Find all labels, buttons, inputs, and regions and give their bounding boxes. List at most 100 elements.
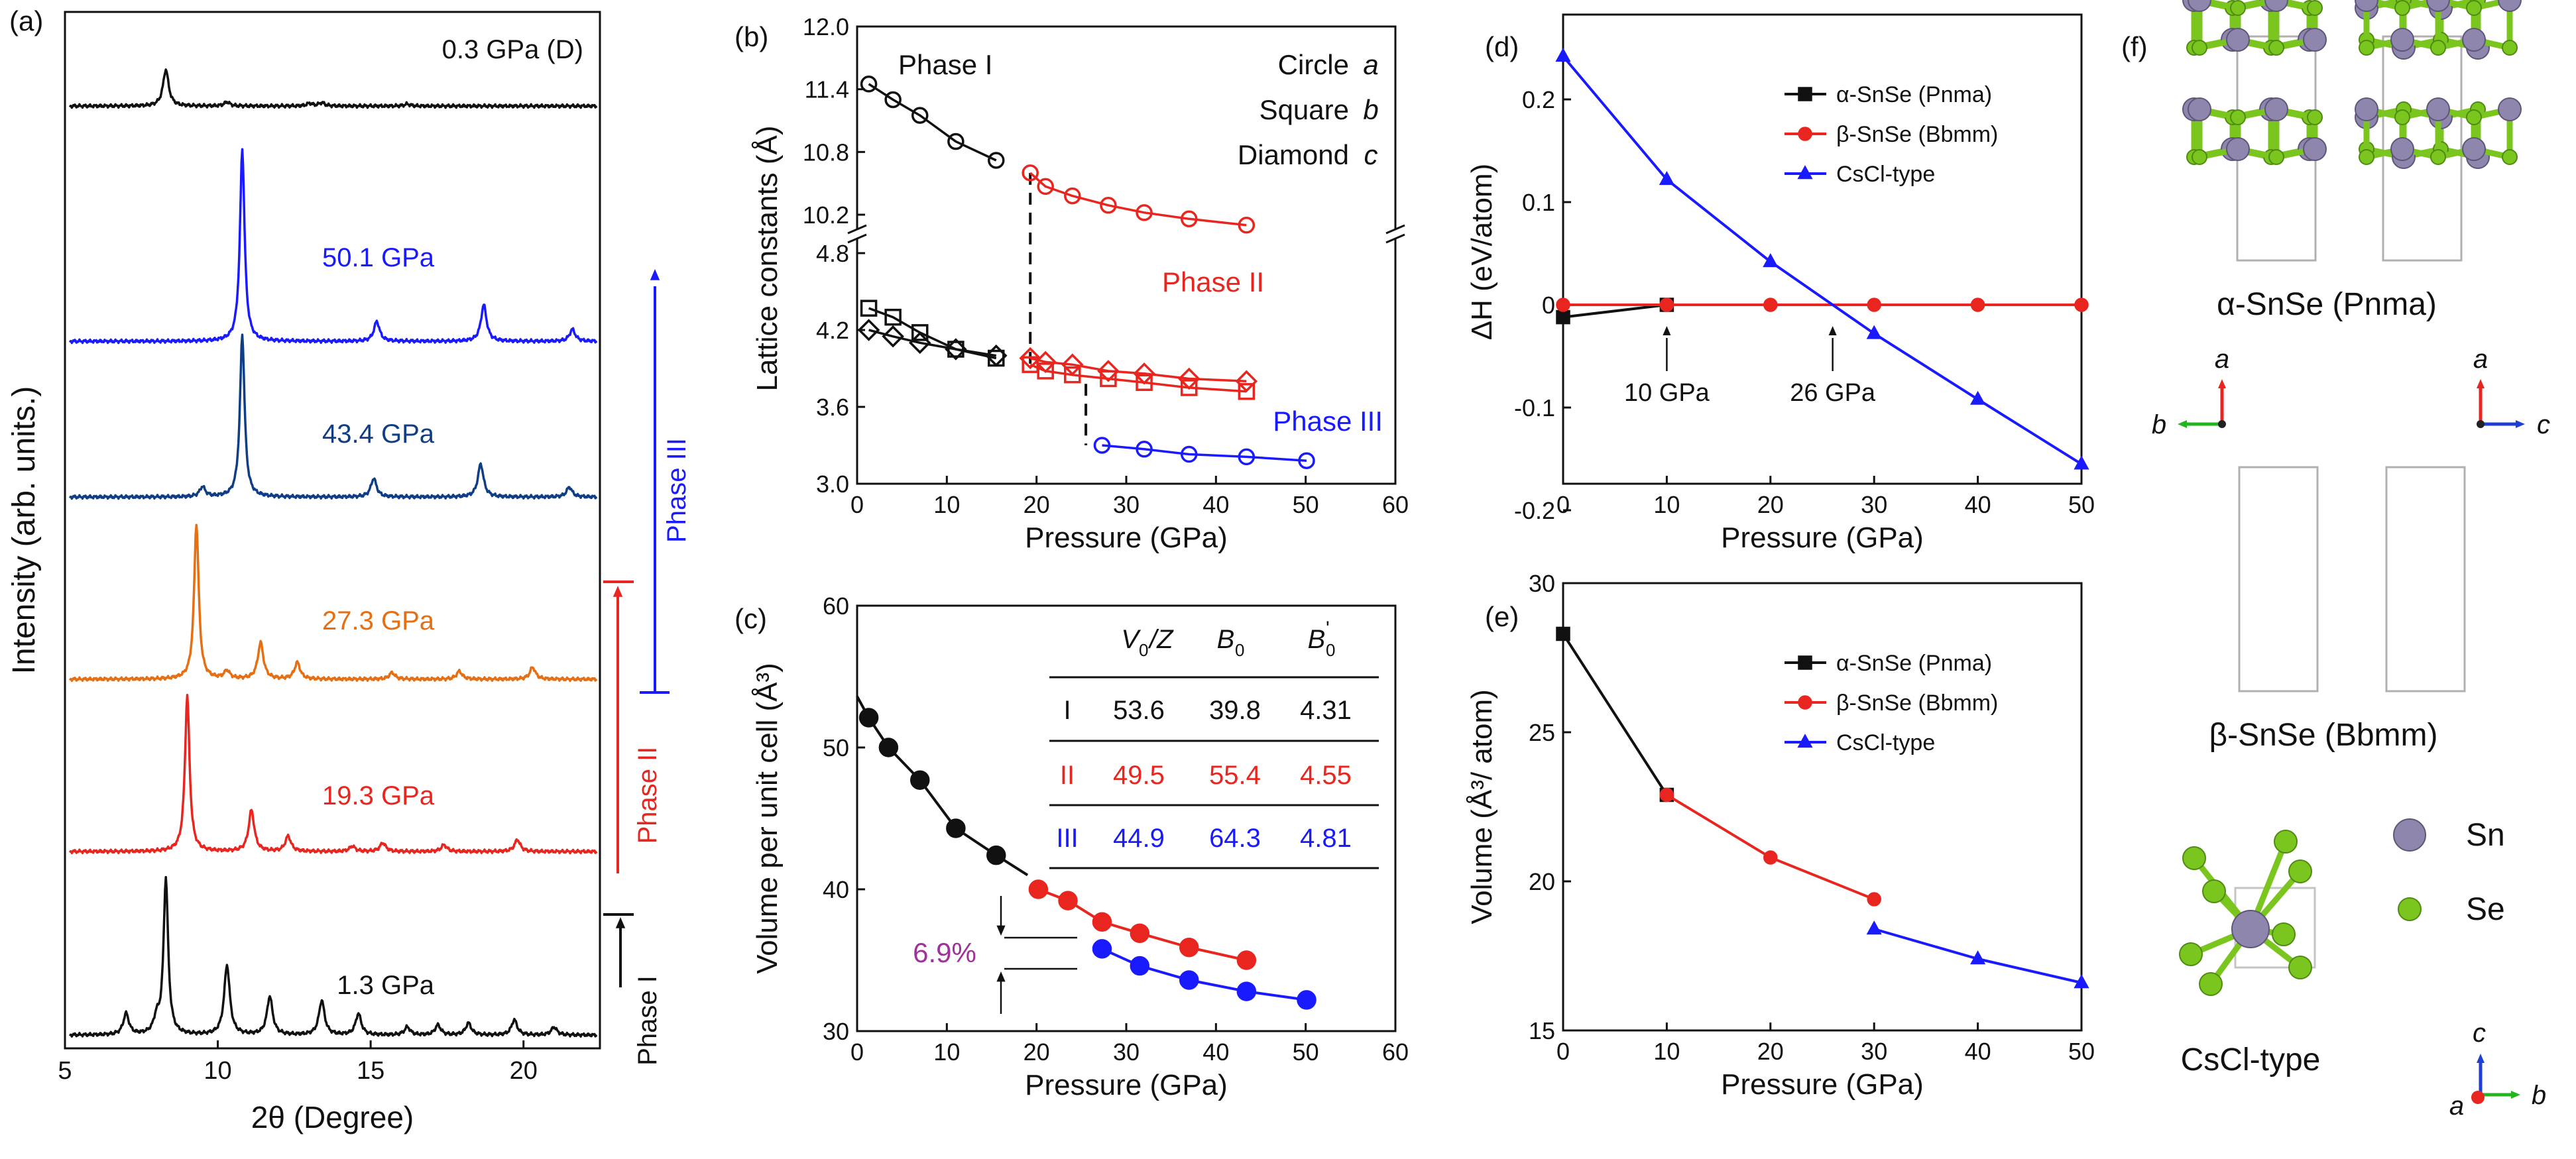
- lattice-point-diamond: [984, 344, 1008, 367]
- lattice-point-circle: [1064, 187, 1081, 205]
- y-tick-label: 4.2: [816, 317, 849, 344]
- phase-iii-annotation: Phase III: [1273, 406, 1383, 437]
- lattice-point-square: [1037, 362, 1054, 380]
- y-axis-title: Volume per unit cell (Å³): [751, 663, 784, 974]
- unit-cell-box: [2385, 466, 2466, 692]
- legend-sn-label: Sn: [2466, 818, 2505, 853]
- xrd-pattern-5: [68, 875, 598, 1038]
- panel-b-label: (b): [734, 21, 768, 52]
- lattice-point-square: [1238, 383, 1256, 400]
- lattice-point-square: [1180, 379, 1198, 396]
- x-tick-label: 40: [1965, 491, 1991, 518]
- transition-label-26: 26 GPa: [1790, 379, 1876, 407]
- x-axis-title: Pressure (GPa): [1721, 1068, 1924, 1101]
- legend-marker: [1797, 165, 1813, 180]
- x-tick-label: 30: [1113, 491, 1140, 518]
- se-atom: [2230, 0, 2246, 16]
- legend-marker-shape: Circle: [1278, 49, 1349, 80]
- lattice-point-circle: [1136, 204, 1153, 221]
- se-atom: [2268, 149, 2284, 165]
- volume-point: [1130, 956, 1150, 976]
- sn-atom: [2355, 97, 2378, 121]
- sn-atom: [2264, 0, 2288, 12]
- beta-structure-label: β-SnSe (Bbmm): [2209, 718, 2438, 753]
- se-atom: [2268, 40, 2284, 56]
- se-atom: [2288, 956, 2312, 979]
- enthalpy-point-circle: [1763, 298, 1778, 312]
- sn-atom: [2498, 0, 2522, 12]
- x-tick-label: 60: [1382, 1038, 1409, 1066]
- enthalpy-point-square: [1556, 309, 1570, 325]
- x-tick-label: 50: [2068, 491, 2095, 518]
- table-header-bp-sub: 0: [1326, 640, 1335, 660]
- axis-break-mark: [847, 224, 867, 235]
- axis-origin-a: [2471, 1091, 2485, 1104]
- y-tick-label: 0: [1542, 292, 1555, 319]
- table-b0prime-cell: 4.81: [1300, 824, 1352, 853]
- transition-label-10: 10 GPa: [1624, 379, 1710, 407]
- lattice-point-circle: [1298, 452, 1315, 469]
- x-axis-title: Pressure (GPa): [1721, 522, 1924, 554]
- table-header-bp: B: [1308, 625, 1326, 654]
- x-tick-label: 0: [1556, 1038, 1570, 1065]
- axis-break-mark: [1385, 233, 1405, 244]
- x-tick-label: 20: [1024, 1038, 1050, 1066]
- se-atom: [2359, 40, 2374, 56]
- x-tick-label: 0: [850, 491, 864, 518]
- lattice-point-square: [860, 300, 878, 317]
- lattice-point-circle: [1037, 178, 1054, 195]
- enthalpy-point-triangle: [2074, 455, 2089, 470]
- volume-point: [1179, 937, 1199, 958]
- lattice-point-square: [1064, 366, 1081, 384]
- x-tick-label: 40: [1202, 1038, 1229, 1066]
- se-atom: [2274, 830, 2298, 854]
- legend-marker: [1798, 655, 1812, 670]
- sn-atom: [2462, 28, 2486, 52]
- y-tick-label: 25: [1529, 719, 1555, 746]
- axis-arrow-head: [2178, 420, 2187, 428]
- legend-lattice-variable: a: [1363, 49, 1378, 80]
- phase-ii-label: Phase II: [633, 747, 662, 844]
- y-tick-label: 15: [1529, 1017, 1555, 1044]
- enthalpy-point-triangle: [1763, 253, 1779, 268]
- se-atom: [2192, 40, 2207, 56]
- se-atom: [2466, 109, 2482, 125]
- sn-atom: [2462, 137, 2486, 161]
- y-tick-label: 4.8: [816, 240, 849, 267]
- lattice-point-circle: [1093, 437, 1111, 454]
- legend-label: α-SnSe (Pnma): [1836, 82, 1992, 107]
- x-tick-label: 0: [850, 1038, 864, 1066]
- legend-label: CsCl-type: [1836, 730, 1935, 755]
- x-tick-label: 10: [933, 491, 960, 518]
- volume-point: [1179, 970, 1199, 990]
- sn-atom: [2303, 137, 2327, 161]
- panel-a-xtick-label: 20: [510, 1057, 538, 1085]
- volume-point-circle: [1659, 787, 1674, 802]
- axis-break-mark: [847, 233, 867, 244]
- table-phase-cell: II: [1060, 761, 1075, 790]
- table-b0-cell: 55.4: [1209, 761, 1261, 790]
- enthalpy-point-triangle: [1866, 325, 1882, 339]
- lattice-point-diamond: [882, 325, 904, 348]
- y-tick-label: 50: [823, 734, 849, 761]
- y-tick-label: 30: [823, 1018, 849, 1045]
- lattice-point-square: [884, 308, 902, 326]
- phase-i-arrow-head: [615, 917, 626, 928]
- y-axis-title: Lattice constants (Å): [751, 125, 784, 391]
- cscl-structure-label: CsCl-type: [2181, 1042, 2321, 1077]
- volume-point-circle: [1867, 892, 1881, 907]
- x-tick-label: 40: [1202, 491, 1229, 518]
- sn-atom: [2188, 0, 2211, 12]
- se-atom: [2394, 0, 2410, 16]
- enthalpy-point-circle: [1970, 298, 1985, 312]
- xrd-pattern-1: [68, 148, 598, 345]
- x-tick-label: 50: [2068, 1038, 2095, 1065]
- table-header-b: B: [1217, 625, 1235, 654]
- volume-point: [1028, 879, 1049, 899]
- legend-marker: [1798, 695, 1812, 710]
- axis-label: b: [2152, 410, 2166, 439]
- legend-label: β-SnSe (Bbmm): [1836, 122, 1998, 147]
- enthalpy-point-triangle: [1970, 390, 1986, 405]
- y-axis-title: ΔH (eV/atom): [1466, 164, 1498, 341]
